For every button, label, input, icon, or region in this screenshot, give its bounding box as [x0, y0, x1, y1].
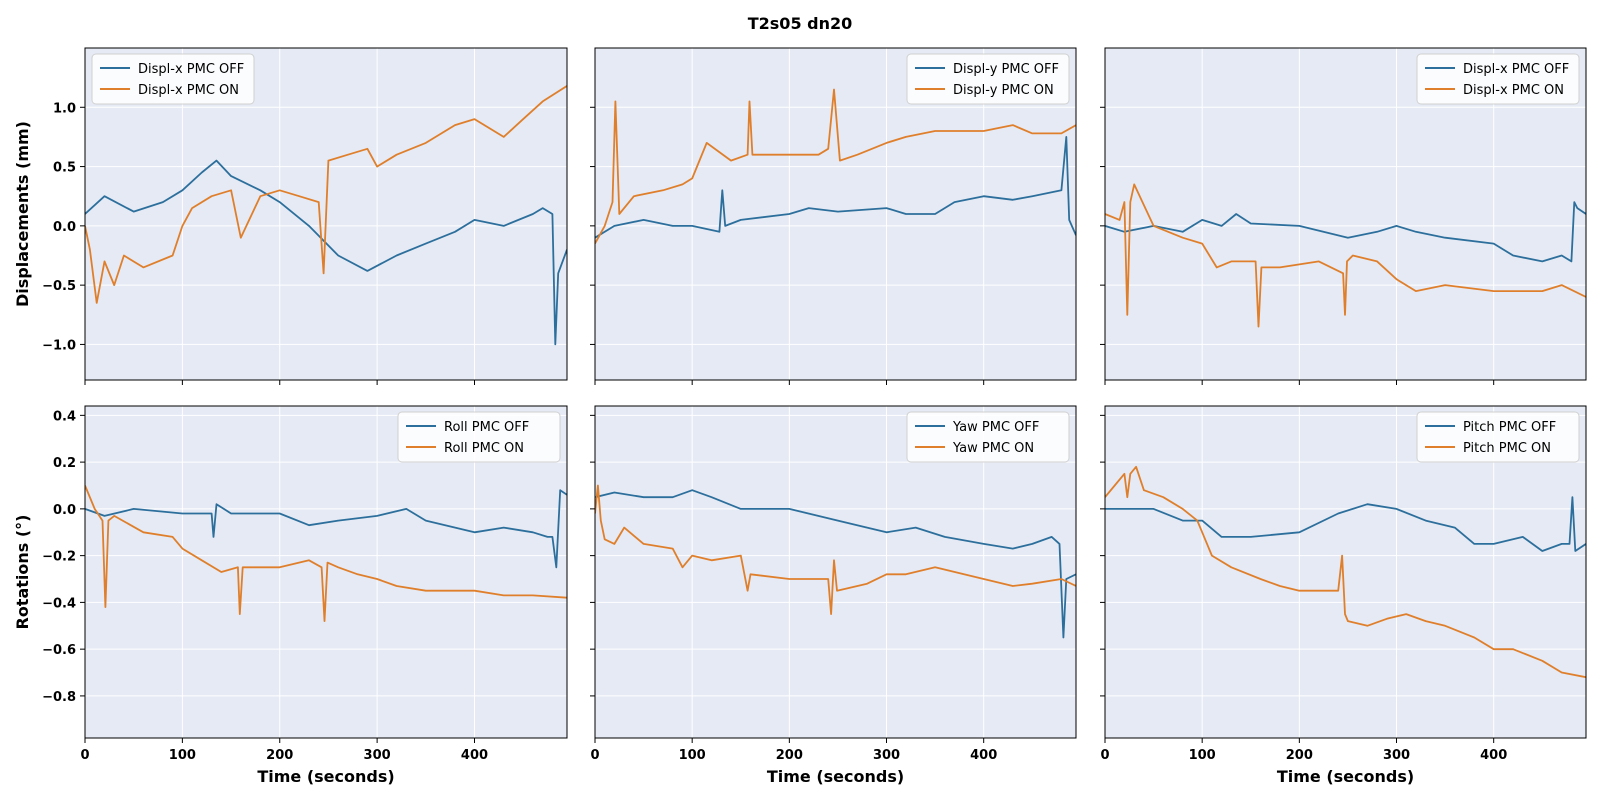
x-tick-label: 200: [1286, 748, 1313, 763]
series-group: [85, 485, 567, 622]
axes-frame: [84, 405, 568, 739]
legend: Displ-y PMC OFF Displ-y PMC ON: [906, 53, 1070, 105]
y-axis-title: Rotations (°): [13, 515, 32, 630]
panel-top-left: −1.0 −0.5 0.0 0.5 1.0 Displacements (mm) Displ…: [13, 47, 568, 385]
y-tick-label: 0.4: [53, 409, 76, 424]
series-group: [595, 484, 1076, 639]
x-axis-title: Time (seconds): [767, 767, 904, 786]
x-tick-label: 100: [1189, 748, 1216, 763]
legend: Displ-x PMC OFF Displ-x PMC ON: [91, 53, 255, 105]
panel-top-middle: Displ-y PMC OFF Displ-y PMC ON: [590, 47, 1077, 385]
panel-bottom-right: 0 100 200 300 400 Time (seconds) Pitch PMC OFF…: [1100, 405, 1587, 786]
legend-label: Pitch PMC ON: [1463, 441, 1551, 456]
legend-label: Yaw PMC OFF: [952, 420, 1039, 435]
legend: Pitch PMC OFF Pitch PMC ON: [1416, 411, 1580, 463]
legend: Displ-x PMC OFF Displ-x PMC ON: [1416, 53, 1580, 105]
series-line-on: [85, 85, 567, 304]
series-group: [1105, 183, 1586, 328]
series-line-on: [85, 485, 567, 622]
series-line-off: [85, 489, 567, 569]
series-line-off: [85, 159, 567, 346]
legend-box: [1416, 53, 1580, 105]
x-tick-label: 400: [1480, 748, 1507, 763]
y-tick-label: 0.0: [53, 220, 76, 235]
legend-box: [906, 53, 1070, 105]
x-axis-title: Time (seconds): [257, 767, 394, 786]
figure-title: T2s05 dn20: [748, 14, 853, 33]
panel-top-right: Displ-x PMC OFF Displ-x PMC ON: [1100, 47, 1587, 385]
axes-frame: [1104, 405, 1587, 739]
legend-label: Roll PMC ON: [444, 441, 524, 456]
legend-label: Displ-y PMC ON: [953, 83, 1054, 98]
series-line-on: [1105, 465, 1586, 679]
series-line-on: [1105, 183, 1586, 328]
legend: Roll PMC OFF Roll PMC ON: [397, 411, 561, 463]
y-tick-label: −0.8: [42, 690, 76, 705]
y-tick-label: −0.5: [42, 279, 76, 294]
legend-box: [397, 411, 561, 463]
x-tick-label: 100: [679, 748, 706, 763]
x-tick-label: 0: [80, 748, 89, 763]
legend-box: [1416, 411, 1580, 463]
x-tick-label: 200: [776, 748, 803, 763]
x-axis-title: Time (seconds): [1277, 767, 1414, 786]
series-line-on: [595, 88, 1076, 245]
legend-box: [906, 411, 1070, 463]
legend-label: Yaw PMC ON: [952, 441, 1034, 456]
series-group: [595, 88, 1076, 245]
series-line-off: [595, 489, 1076, 639]
legend: Yaw PMC OFF Yaw PMC ON: [906, 411, 1070, 463]
legend-box: [91, 53, 255, 105]
y-tick-label: −0.4: [42, 596, 76, 611]
axes-frame: [1104, 47, 1587, 381]
axes-frame: [594, 47, 1077, 381]
legend-label: Roll PMC OFF: [444, 420, 529, 435]
legend-label: Displ-y PMC OFF: [953, 62, 1059, 77]
x-tick-label: 100: [169, 748, 196, 763]
x-tick-label: 300: [1383, 748, 1410, 763]
y-tick-label: 0.0: [53, 503, 76, 518]
x-tick-label: 400: [970, 748, 997, 763]
y-tick-label: −0.6: [42, 643, 76, 658]
x-tick-label: 300: [364, 748, 391, 763]
series-line-off: [1105, 496, 1586, 552]
series-group: [85, 85, 567, 346]
y-tick-label: −0.2: [42, 550, 76, 565]
series-line-on: [595, 484, 1076, 615]
x-tick-label: 400: [461, 748, 488, 763]
x-tick-label: 200: [266, 748, 293, 763]
x-tick-label: 300: [873, 748, 900, 763]
legend-label: Displ-x PMC OFF: [138, 62, 244, 77]
legend-label: Displ-x PMC ON: [138, 83, 239, 98]
axes-frame: [84, 47, 568, 381]
series-line-off: [595, 136, 1076, 239]
legend-label: Displ-x PMC ON: [1463, 83, 1564, 98]
y-tick-label: −1.0: [42, 338, 76, 353]
series-line-off: [1105, 201, 1586, 263]
y-tick-label: 1.0: [53, 101, 76, 116]
axes-frame: [594, 405, 1077, 739]
y-axis-title: Displacements (mm): [13, 121, 32, 307]
x-tick-label: 0: [1100, 748, 1109, 763]
legend-label: Pitch PMC OFF: [1463, 420, 1556, 435]
series-group: [1105, 465, 1586, 679]
y-tick-label: 0.5: [53, 161, 76, 176]
legend-label: Displ-x PMC OFF: [1463, 62, 1569, 77]
panel-bottom-left: −0.8 −0.6 −0.4 −0.2 0.0 0.2 0.4 0 100 200 300 400 Ti…: [13, 405, 568, 786]
x-tick-label: 0: [590, 748, 599, 763]
y-tick-label: 0.2: [53, 456, 76, 471]
